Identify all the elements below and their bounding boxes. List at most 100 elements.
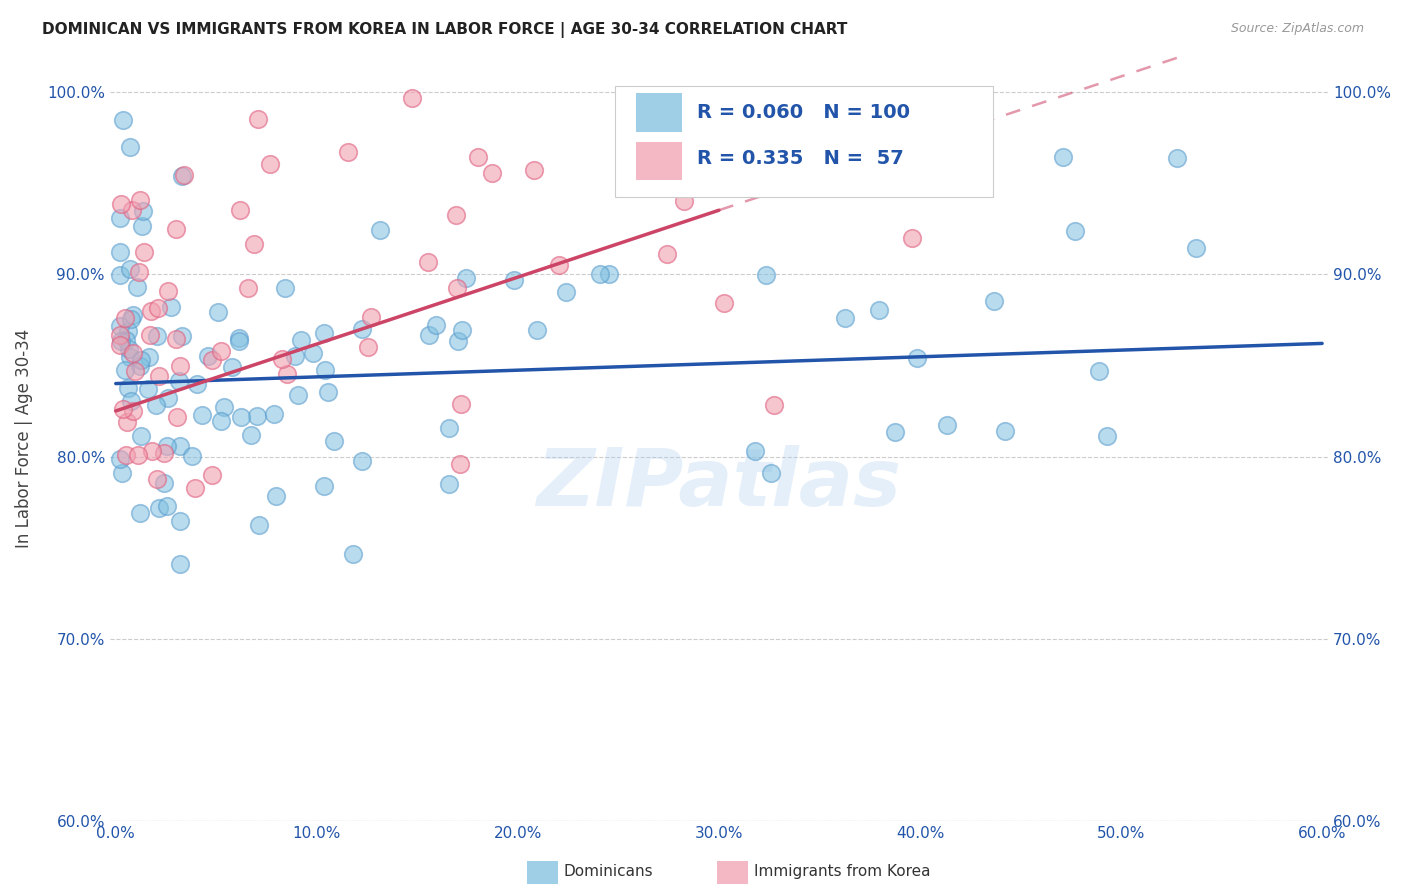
- Point: [167, 375, 190, 389]
- Point: [884, 425, 907, 440]
- Point: [276, 367, 298, 381]
- Point: [156, 285, 179, 299]
- Point: [117, 324, 139, 338]
- Point: [131, 353, 153, 368]
- Point: [555, 285, 578, 299]
- Point: [148, 368, 170, 383]
- Point: [138, 350, 160, 364]
- Point: [122, 346, 145, 360]
- Point: [108, 211, 131, 226]
- Point: [110, 334, 132, 348]
- Point: [209, 414, 232, 428]
- Point: [128, 265, 150, 279]
- Point: [114, 311, 136, 326]
- FancyBboxPatch shape: [636, 94, 682, 132]
- Point: [356, 340, 378, 354]
- Point: [834, 310, 856, 325]
- Point: [312, 478, 335, 492]
- Point: [129, 194, 152, 208]
- Point: [900, 230, 922, 244]
- Point: [186, 377, 208, 392]
- Point: [148, 301, 170, 315]
- Point: [1064, 224, 1087, 238]
- Point: [124, 364, 146, 378]
- Point: [314, 363, 336, 377]
- Point: [155, 439, 177, 453]
- Point: [456, 271, 478, 285]
- Point: [247, 517, 270, 532]
- Point: [110, 197, 132, 211]
- Point: [589, 267, 612, 281]
- Point: [160, 300, 183, 314]
- Text: Immigrants from Korea: Immigrants from Korea: [754, 864, 931, 879]
- Point: [228, 334, 250, 348]
- Text: R = 0.335   N =  57: R = 0.335 N = 57: [697, 149, 904, 169]
- Point: [108, 328, 131, 343]
- Point: [342, 547, 364, 561]
- Point: [114, 448, 136, 462]
- Point: [449, 457, 471, 471]
- Point: [1166, 151, 1188, 165]
- Point: [169, 439, 191, 453]
- Point: [118, 342, 141, 356]
- Point: [111, 112, 134, 127]
- Point: [111, 466, 134, 480]
- FancyBboxPatch shape: [616, 86, 993, 197]
- Point: [868, 302, 890, 317]
- Point: [108, 451, 131, 466]
- Point: [108, 268, 131, 282]
- Point: [401, 91, 423, 105]
- Point: [935, 418, 957, 433]
- Point: [1088, 364, 1111, 378]
- Point: [238, 281, 260, 295]
- Point: [446, 280, 468, 294]
- Point: [117, 381, 139, 395]
- Text: DOMINICAN VS IMMIGRANTS FROM KOREA IN LABOR FORCE | AGE 30-34 CORRELATION CHART: DOMINICAN VS IMMIGRANTS FROM KOREA IN LA…: [42, 22, 848, 38]
- Text: Source: ZipAtlas.com: Source: ZipAtlas.com: [1230, 22, 1364, 36]
- Point: [246, 409, 269, 423]
- Point: [170, 169, 193, 184]
- Point: [136, 383, 159, 397]
- Point: [287, 388, 309, 402]
- Point: [121, 308, 143, 322]
- Point: [112, 401, 135, 416]
- Point: [141, 444, 163, 458]
- Point: [264, 489, 287, 503]
- Point: [657, 247, 679, 261]
- Point: [115, 333, 138, 347]
- Point: [290, 333, 312, 347]
- Point: [129, 506, 152, 520]
- Point: [169, 558, 191, 572]
- Point: [240, 428, 263, 442]
- Point: [169, 359, 191, 373]
- Point: [115, 415, 138, 429]
- Point: [416, 255, 439, 269]
- Point: [418, 328, 440, 343]
- Point: [145, 328, 167, 343]
- Point: [336, 145, 359, 159]
- Point: [284, 349, 307, 363]
- FancyBboxPatch shape: [636, 142, 682, 180]
- Y-axis label: In Labor Force | Age 30-34: In Labor Force | Age 30-34: [15, 328, 32, 548]
- Point: [200, 353, 222, 368]
- Point: [129, 359, 152, 373]
- Point: [145, 398, 167, 412]
- Point: [905, 351, 928, 365]
- Point: [762, 398, 785, 412]
- Point: [145, 472, 167, 486]
- Point: [181, 449, 204, 463]
- Point: [352, 321, 374, 335]
- Point: [165, 221, 187, 235]
- Point: [246, 112, 269, 126]
- Point: [450, 397, 472, 411]
- Point: [447, 334, 470, 348]
- Point: [118, 350, 141, 364]
- Point: [481, 166, 503, 180]
- Point: [131, 219, 153, 233]
- Point: [259, 157, 281, 171]
- Point: [314, 326, 336, 340]
- Point: [322, 434, 344, 448]
- Point: [368, 223, 391, 237]
- Point: [523, 163, 546, 178]
- Point: [157, 392, 180, 406]
